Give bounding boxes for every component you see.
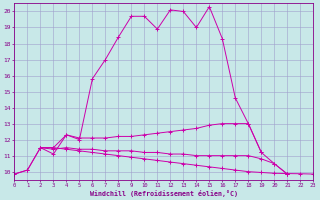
X-axis label: Windchill (Refroidissement éolien,°C): Windchill (Refroidissement éolien,°C) (90, 190, 238, 197)
